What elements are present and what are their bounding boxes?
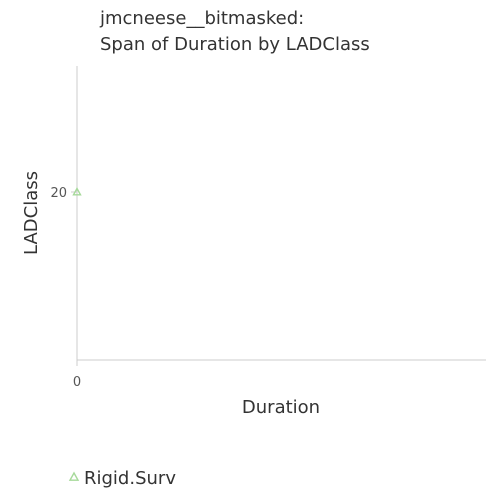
y-tick-label: 20 [50, 186, 67, 201]
data-point [72, 187, 82, 196]
x-tick-label: 0 [73, 375, 81, 390]
chart-subtitle: Span of Duration by LADClass [100, 34, 370, 55]
y-ticks: 20 [50, 186, 77, 201]
x-axis-title: Duration [242, 397, 320, 418]
legend: Rigid.Surv [68, 468, 176, 489]
legend-label: Rigid.Surv [84, 468, 176, 489]
legend-marker [68, 471, 80, 481]
data-marks [72, 187, 82, 196]
x-ticks: 0 [73, 360, 81, 390]
y-axis-title: LADClass [21, 171, 42, 255]
chart-title: jmcneese__bitmasked: [99, 8, 304, 29]
